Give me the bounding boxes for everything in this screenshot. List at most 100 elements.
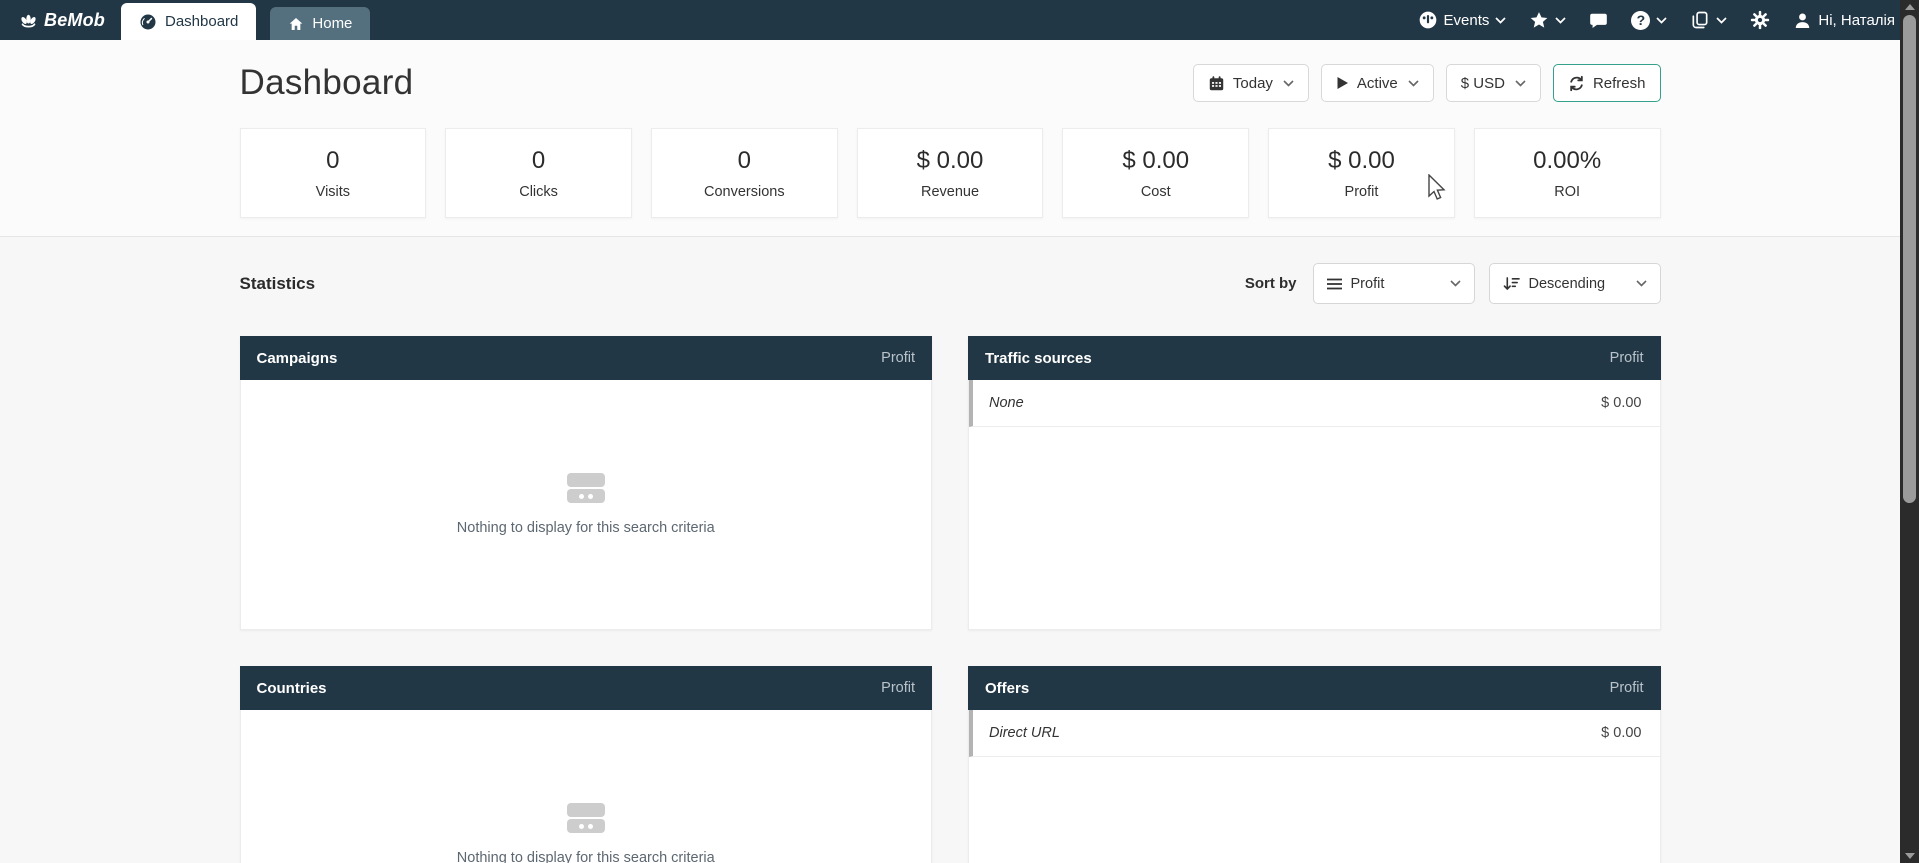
vertical-scrollbar[interactable] xyxy=(1900,0,1919,863)
help-menu[interactable]: ? xyxy=(1631,10,1667,30)
panel-title: Offers xyxy=(985,679,1030,697)
chevron-down-icon xyxy=(1716,16,1727,24)
card-value: $ 0.00 xyxy=(1122,146,1190,174)
refresh-label: Refresh xyxy=(1592,74,1646,92)
empty-drive-icon xyxy=(566,473,605,503)
panel-metric-label: Profit xyxy=(881,350,915,366)
panel-countries: Countries Profit Nothing to display for … xyxy=(239,666,932,863)
panel-body: Nothing to display for this search crite… xyxy=(239,380,932,630)
chevron-down-icon xyxy=(1515,79,1526,87)
panel-header: Offers Profit xyxy=(968,666,1661,710)
user-menu[interactable]: Hi, Наталія xyxy=(1793,11,1895,30)
dashboard-toolbar: Today Active xyxy=(1192,64,1661,102)
home-icon xyxy=(288,16,304,32)
date-range-label: Today xyxy=(1232,74,1273,92)
sort-direction-select[interactable]: Descending xyxy=(1488,263,1661,304)
panel-header: Campaigns Profit xyxy=(239,336,932,380)
tab-home-label: Home xyxy=(312,15,353,32)
row-name: None xyxy=(989,395,1024,411)
refresh-button[interactable]: Refresh xyxy=(1552,64,1661,102)
card-value: 0.00% xyxy=(1533,146,1602,174)
refresh-icon xyxy=(1568,75,1585,92)
tab-dashboard[interactable]: Dashboard xyxy=(121,3,257,40)
events-menu[interactable]: Events xyxy=(1418,10,1507,30)
empty-drive-icon xyxy=(566,803,605,833)
resources-menu[interactable] xyxy=(1690,10,1727,30)
card-label: Conversions xyxy=(704,183,785,200)
card-label: Revenue xyxy=(920,183,980,200)
favorites-menu[interactable] xyxy=(1529,10,1566,30)
topbar-tabs: Dashboard Home xyxy=(121,0,371,40)
bemob-logo[interactable]: BeMob xyxy=(0,0,121,40)
panel-header: Traffic sources Profit xyxy=(968,336,1661,380)
panel-title: Countries xyxy=(256,679,327,697)
list-lines-icon xyxy=(1326,278,1342,290)
calendar-icon xyxy=(1208,75,1225,92)
sort-descending-icon xyxy=(1503,276,1520,291)
chevron-down-icon xyxy=(1449,280,1461,287)
statistics-panels: Campaigns Profit Nothing to display for … xyxy=(239,336,1661,863)
card-label: Cost xyxy=(1140,183,1171,200)
tab-dashboard-label: Dashboard xyxy=(165,13,239,30)
summary-card-clicks: 0 Clicks xyxy=(445,128,632,218)
events-icon xyxy=(1418,10,1438,30)
star-icon xyxy=(1529,10,1549,30)
status-filter-label: Active xyxy=(1356,74,1398,92)
chevron-down-icon xyxy=(1495,16,1506,24)
currency-button[interactable]: $ USD xyxy=(1445,64,1541,102)
topbar-right-cluster: Events xyxy=(1418,0,1900,40)
empty-state-message: Nothing to display for this search crite… xyxy=(456,520,715,536)
statistics-section: Statistics Sort by Profit xyxy=(0,237,1900,863)
settings-button[interactable] xyxy=(1750,10,1770,30)
scrollbar-up-arrow[interactable] xyxy=(1900,0,1919,14)
user-greeting: Hi, Наталія xyxy=(1818,11,1895,29)
panel-title: Traffic sources xyxy=(985,349,1092,367)
table-row[interactable]: None $ 0.00 xyxy=(969,380,1660,427)
card-value: 0 xyxy=(326,146,340,174)
sort-by-label: Sort by xyxy=(1244,275,1297,292)
panel-body: None $ 0.00 xyxy=(968,380,1661,630)
panel-title: Campaigns xyxy=(256,349,338,367)
bemob-sprout-icon xyxy=(18,10,39,31)
scrollbar-down-arrow[interactable] xyxy=(1900,849,1919,863)
chevron-down-icon xyxy=(1283,79,1294,87)
summary-card-cost: $ 0.00 Cost xyxy=(1062,128,1250,218)
copy-pages-icon xyxy=(1690,10,1710,30)
statistics-heading: Statistics xyxy=(239,273,316,293)
summary-card-revenue: $ 0.00 Revenue xyxy=(856,128,1044,218)
help-icon: ? xyxy=(1631,10,1651,30)
summary-card-profit: $ 0.00 Profit xyxy=(1268,128,1455,218)
scrollbar-thumb[interactable] xyxy=(1903,15,1916,503)
panel-offers: Offers Profit Direct URL $ 0.00 xyxy=(968,666,1661,863)
topbar: BeMob Dashboard xyxy=(0,0,1900,40)
summary-card-visits: 0 Visits xyxy=(239,128,427,218)
chevron-down-icon xyxy=(1656,16,1667,24)
table-row[interactable]: Direct URL $ 0.00 xyxy=(969,710,1660,757)
panel-metric-label: Profit xyxy=(1609,350,1644,366)
card-label: Visits xyxy=(315,183,351,200)
card-label: Profit xyxy=(1344,183,1379,200)
chat-bubble-icon xyxy=(1589,11,1608,30)
panel-body: Direct URL $ 0.00 xyxy=(968,710,1661,863)
page-content: Dashboard xyxy=(0,40,1900,863)
card-label: Clicks xyxy=(519,183,558,200)
card-value: 0 xyxy=(737,146,751,174)
events-label: Events xyxy=(1443,11,1490,29)
row-value: $ 0.00 xyxy=(1601,395,1642,411)
sort-field-select[interactable]: Profit xyxy=(1312,263,1475,304)
dashboard-header-section: Dashboard xyxy=(0,40,1900,237)
sort-controls: Sort by Profit xyxy=(1245,263,1661,304)
chevron-down-icon xyxy=(1635,280,1647,287)
sort-field-value: Profit xyxy=(1350,275,1385,292)
chat-button[interactable] xyxy=(1589,11,1608,30)
summary-card-conversions: 0 Conversions xyxy=(650,128,838,218)
panel-metric-label: Profit xyxy=(1609,680,1644,696)
date-range-button[interactable]: Today xyxy=(1192,64,1309,102)
currency-label: $ USD xyxy=(1460,74,1505,92)
card-value: 0 xyxy=(531,146,546,174)
summary-cards-row: 0 Visits 0 Clicks 0 Conversions $ 0.00 R… xyxy=(239,128,1661,218)
chevron-down-icon xyxy=(1555,16,1566,24)
status-filter-button[interactable]: Active xyxy=(1320,64,1434,102)
tab-home[interactable]: Home xyxy=(270,7,371,40)
